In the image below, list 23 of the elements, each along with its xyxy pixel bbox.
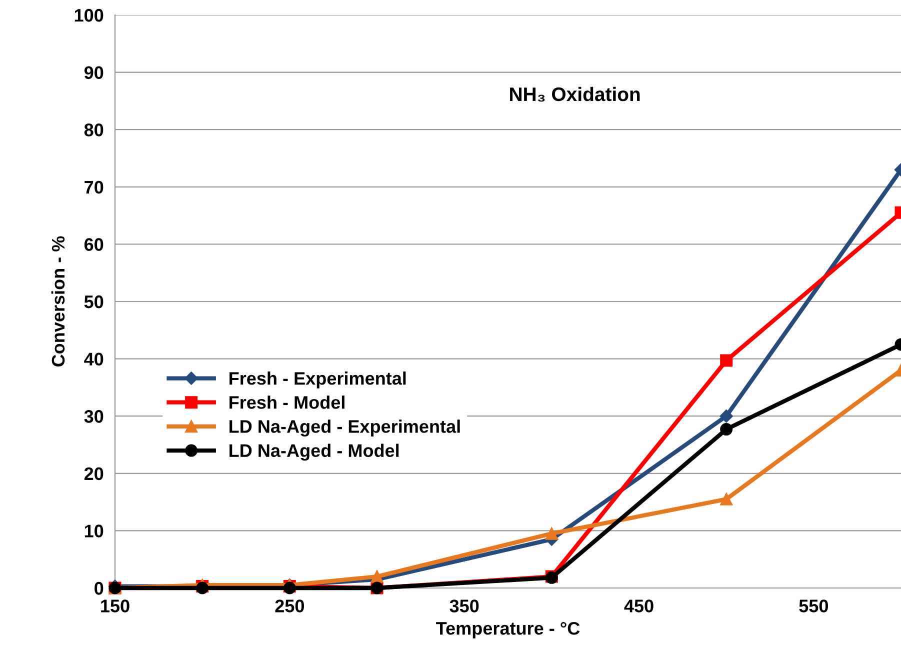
y-tick-label: 60 — [84, 238, 104, 251]
legend-label: Fresh - Model — [230, 396, 344, 409]
legend-label: Fresh - Experimental — [230, 372, 406, 388]
y-tick-label: 90 — [84, 66, 104, 80]
y-axis-title: Conversion - % — [51, 236, 65, 366]
y-tick-label: 50 — [84, 295, 104, 308]
y-tick-label: 30 — [84, 410, 104, 423]
y-tick-label: 80 — [84, 124, 104, 136]
legend-label: LD Na-Aged - Experimental — [230, 420, 460, 437]
y-tick-label: 40 — [84, 352, 104, 366]
x-tick-label: 450 — [624, 600, 654, 612]
y-tick-label: 10 — [84, 524, 104, 538]
x-tick-label: 250 — [275, 600, 304, 612]
annotation: NH₃ Oxidation — [510, 86, 640, 102]
y-tick-label: 70 — [84, 180, 104, 194]
y-tick-label: 0 — [94, 582, 104, 595]
x-tick-label: 550 — [799, 600, 828, 612]
x-tick-label: 150 — [101, 600, 130, 612]
legend-label: LD Na-Aged - Model — [230, 444, 399, 461]
y-tick-label: 100 — [74, 8, 104, 22]
y-tick-label: 20 — [84, 467, 104, 480]
x-axis-title: Temperature - °C — [436, 622, 580, 638]
x-tick-label: 350 — [450, 600, 479, 612]
